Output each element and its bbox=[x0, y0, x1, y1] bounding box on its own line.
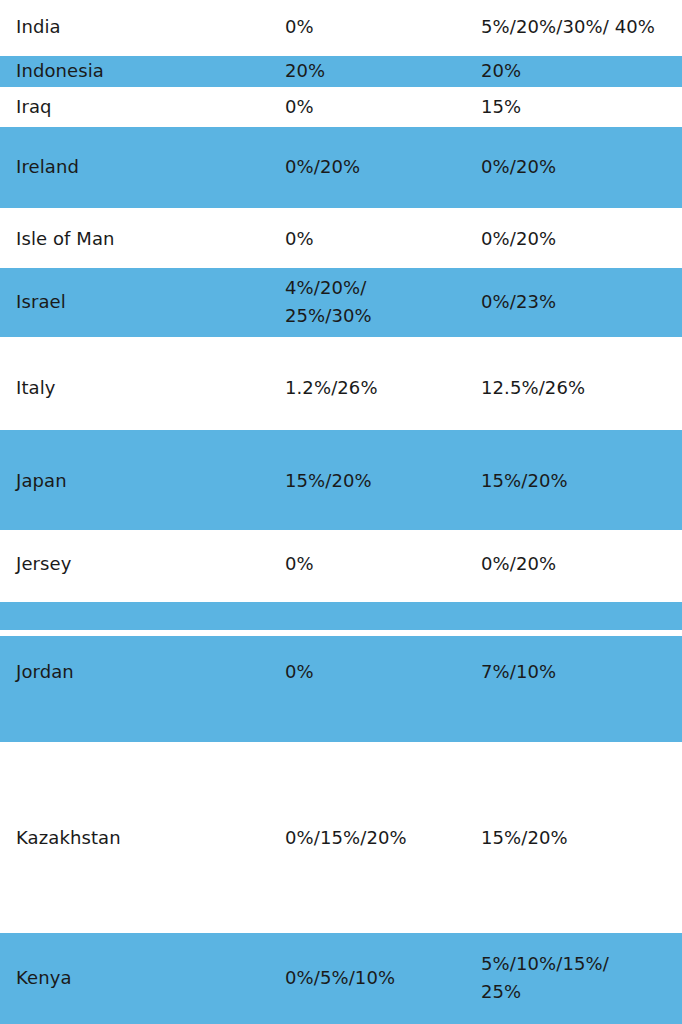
rate-cell: 5%/10%/15%/ 25% bbox=[481, 950, 679, 1006]
table-row: Indonesia 20% 20% bbox=[0, 56, 682, 87]
rate-cell: 15%/20% bbox=[481, 824, 679, 852]
rate-cell: 0% bbox=[285, 658, 473, 686]
country-cell: Kazakhstan bbox=[16, 824, 274, 852]
table-row: Iraq 0% 15% bbox=[0, 87, 682, 127]
rate-cell: 0%/15%/20% bbox=[285, 824, 473, 852]
rate-cell: 0%/20% bbox=[285, 153, 473, 181]
rate-cell: 0%/23% bbox=[481, 288, 679, 316]
rate-cell: 4%/20%/ 25%/30% bbox=[285, 274, 473, 330]
country-cell: Kenya bbox=[16, 964, 274, 992]
table-row: Ireland 0%/20% 0%/20% bbox=[0, 127, 682, 208]
row-divider bbox=[0, 630, 682, 636]
rate-cell: 0% bbox=[285, 225, 473, 253]
table-row: Isle of Man 0% 0%/20% bbox=[0, 208, 682, 268]
rate-cell: 0%/5%/10% bbox=[285, 964, 473, 992]
rate-cell: 0% bbox=[285, 550, 473, 578]
rate-cell: 15%/20% bbox=[481, 467, 679, 495]
rate-cell: 0%/20% bbox=[481, 153, 679, 181]
rate-cell: 0% bbox=[285, 93, 473, 121]
table-row: India 0% 5%/20%/30%/ 40% bbox=[0, 0, 682, 56]
table-row: Kazakhstan 0%/15%/20% 15%/20% bbox=[0, 742, 682, 933]
table-row: Israel 4%/20%/ 25%/30% 0%/23% bbox=[0, 268, 682, 337]
table-row: Jordan 0% 7%/10% bbox=[0, 602, 682, 742]
rate-cell: 0% bbox=[285, 13, 473, 41]
rate-cell: 5%/20%/30%/ 40% bbox=[481, 13, 679, 41]
country-cell: Italy bbox=[16, 374, 274, 402]
country-cell: India bbox=[16, 13, 274, 41]
rate-cell: 0%/20% bbox=[481, 225, 679, 253]
rate-cell: 12.5%/26% bbox=[481, 374, 679, 402]
rate-cell: 0%/20% bbox=[481, 550, 679, 578]
rate-cell: 1.2%/26% bbox=[285, 374, 473, 402]
table-row: Jersey 0% 0%/20% bbox=[0, 530, 682, 602]
country-cell: Japan bbox=[16, 467, 274, 495]
country-cell: Israel bbox=[16, 288, 274, 316]
rate-cell: 15%/20% bbox=[285, 467, 473, 495]
country-cell: Ireland bbox=[16, 153, 274, 181]
country-cell: Indonesia bbox=[16, 57, 274, 85]
country-cell: Iraq bbox=[16, 93, 274, 121]
country-cell: Isle of Man bbox=[16, 225, 274, 253]
rate-cell: 20% bbox=[481, 57, 679, 85]
tax-rate-table-page: India 0% 5%/20%/30%/ 40% Indonesia 20% 2… bbox=[0, 0, 682, 1024]
table-row: Japan 15%/20% 15%/20% bbox=[0, 430, 682, 530]
country-cell: Jersey bbox=[16, 550, 274, 578]
table-row: Italy 1.2%/26% 12.5%/26% bbox=[0, 337, 682, 430]
rate-cell: 7%/10% bbox=[481, 658, 679, 686]
rate-cell: 15% bbox=[481, 93, 679, 121]
table-row: Kenya 0%/5%/10% 5%/10%/15%/ 25% bbox=[0, 933, 682, 1024]
rate-cell: 20% bbox=[285, 57, 473, 85]
country-cell: Jordan bbox=[16, 658, 274, 686]
